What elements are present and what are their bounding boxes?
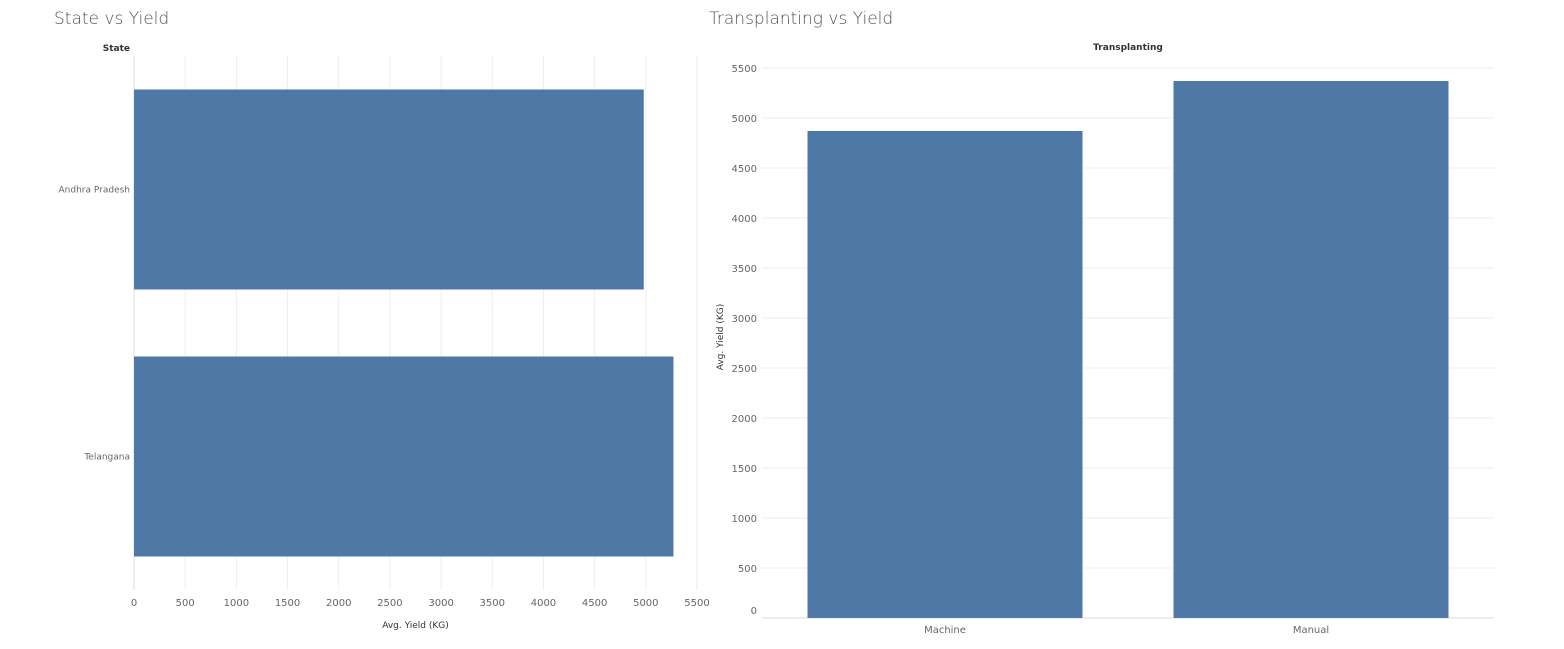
x-category-label: Machine [924, 625, 966, 636]
y-tick-label: 0 [751, 606, 757, 617]
y-tick-label: 2500 [732, 364, 757, 375]
x-tick-label: 2500 [377, 598, 402, 609]
y-tick-label: 500 [738, 564, 757, 575]
y-tick-label: 5000 [732, 114, 757, 125]
y-tick-label: 4000 [732, 214, 757, 225]
x-tick-label: 4000 [531, 598, 556, 609]
y-tick-label: 5500 [732, 64, 757, 75]
x-category-label: Manual [1293, 625, 1329, 636]
x-tick-label: 1000 [224, 598, 249, 609]
x-tick-label: 5500 [684, 598, 709, 609]
y-axis-label: Avg. Yield (KG) [716, 304, 726, 371]
x-tick-label: 3500 [480, 598, 505, 609]
x-tick-label: 4500 [582, 598, 607, 609]
x-tick-label: 5000 [633, 598, 658, 609]
bar-andhra-pradesh [134, 89, 644, 290]
x-tick-label: 2000 [326, 598, 351, 609]
x-tick-label: 3000 [428, 598, 453, 609]
y-category-label: Andhra Pradesh [59, 186, 130, 196]
x-tick-label: 500 [176, 598, 195, 609]
y-tick-label: 1500 [732, 464, 757, 475]
y-tick-label: 4500 [732, 164, 757, 175]
y-tick-label: 2000 [732, 414, 757, 425]
column-header-transplanting: Transplanting [1093, 43, 1163, 53]
x-tick-label: 0 [131, 598, 137, 609]
x-tick-label: 1500 [275, 598, 300, 609]
chart-title-transplanting-vs-yield: Transplanting vs Yield [709, 9, 894, 29]
y-tick-label: 3500 [732, 264, 757, 275]
y-category-label: Telangana [83, 453, 130, 463]
y-tick-label: 3000 [732, 314, 757, 325]
bar-manual [1173, 81, 1449, 618]
x-axis-label: Avg. Yield (KG) [382, 621, 449, 631]
bar-telangana [134, 356, 674, 557]
row-header-state: State [103, 44, 130, 54]
y-tick-label: 1000 [732, 514, 757, 525]
chart-title-state-vs-yield: State vs Yield [54, 9, 170, 29]
bar-machine [807, 131, 1083, 618]
